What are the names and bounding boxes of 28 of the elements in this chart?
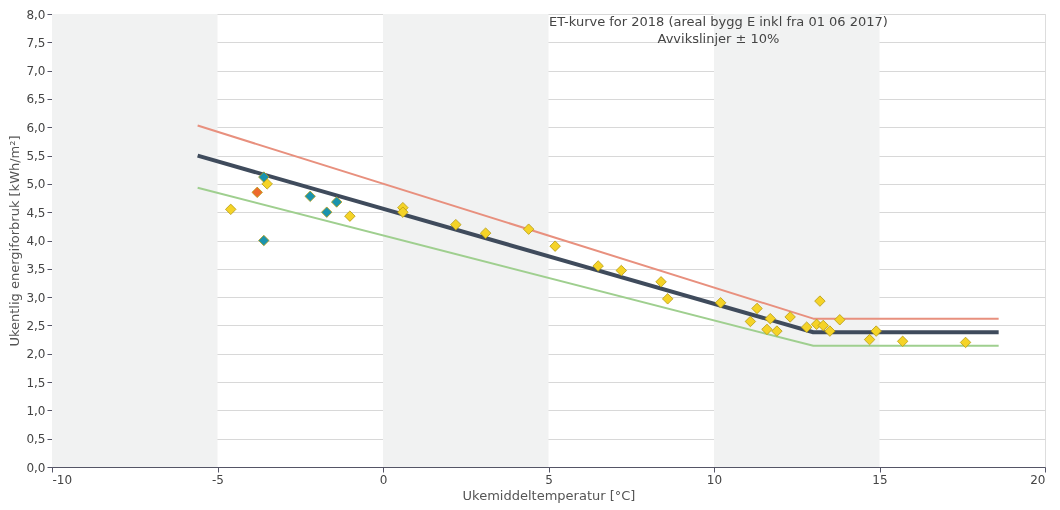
y-axis-title: Ukentlig energiforbruk [kWh/m²] — [7, 135, 23, 347]
y-tick-label: 3,5 — [26, 262, 46, 277]
y-tick-label: 5,0 — [26, 177, 46, 192]
y-tick-label: 2,0 — [26, 347, 46, 362]
x-tick-label: 0 — [379, 472, 388, 487]
y-tick-label: 8,0 — [26, 7, 46, 22]
x-tick-label: 5 — [545, 472, 553, 487]
x-tick-label: 20 — [1030, 472, 1046, 487]
y-tick-label: 4,5 — [26, 205, 46, 220]
x-axis-title: Ukemiddeltemperatur [°C] — [462, 487, 636, 503]
x-tick-label: 15 — [872, 472, 888, 487]
x-tick-label: -5 — [212, 472, 224, 487]
y-tick-label: 7,0 — [26, 64, 46, 79]
y-tick-label: 1,0 — [26, 403, 46, 418]
y-tick-label: 5,5 — [26, 149, 46, 164]
y-tick-label: 6,5 — [26, 92, 46, 107]
text: Avvikslinjer ± 10% — [657, 31, 780, 46]
y-tick-label: 3,0 — [26, 290, 46, 305]
y-tick-label: 0,5 — [26, 432, 46, 447]
y-tick-label: 1,5 — [26, 375, 46, 390]
y-tick-label: 7,5 — [26, 35, 46, 50]
y-tick-label: 6,0 — [26, 120, 46, 135]
x-tick-label: 10 — [706, 472, 723, 487]
y-tick-label: 4,0 — [26, 234, 46, 248]
chart-title: ET-kurve for 2018 (areal bygg E inkl fra 01 06 2017) — [549, 14, 888, 29]
y-tick-label: 2,5 — [26, 318, 46, 333]
x-tick-label: -10 — [52, 472, 73, 487]
y-tick-label: 0,0 — [26, 460, 46, 475]
